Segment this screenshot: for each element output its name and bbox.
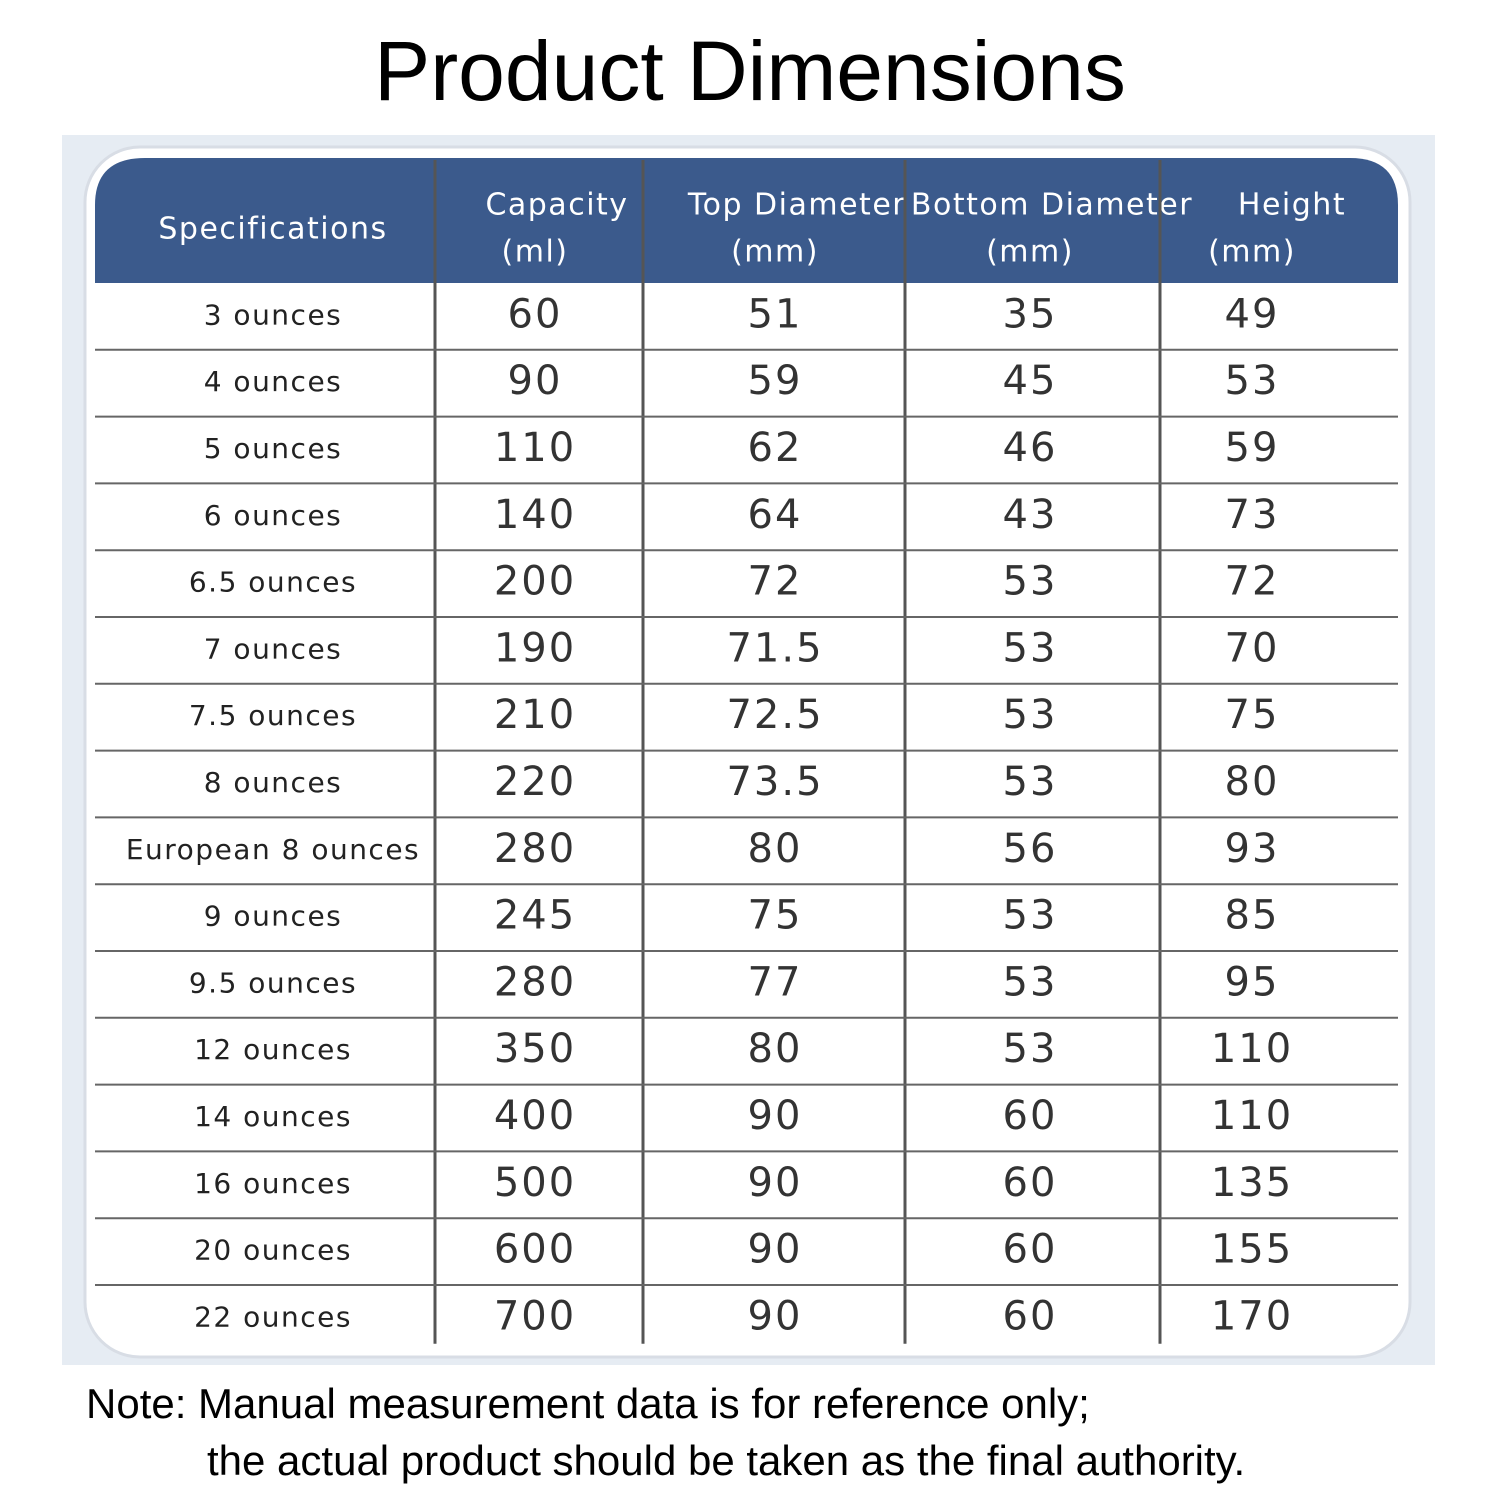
cell: 190 [494,625,576,671]
cell: 400 [494,1093,576,1139]
cell: 53 [1225,358,1280,404]
cell: 59 [1225,425,1280,471]
cell: 53 [1003,959,1058,1005]
spec-cell: 5 ounces [204,432,343,465]
cell: 170 [1211,1293,1293,1339]
spec-cell: 14 ounces [194,1100,352,1133]
cell: 210 [494,692,576,738]
cell: 60 [1003,1293,1058,1339]
spec-cell: 7 ounces [204,632,343,665]
cell: 280 [494,959,576,1005]
cell: 53 [1003,692,1058,738]
spec-cell: 4 ounces [204,365,343,398]
spec-cell: 12 ounces [194,1033,352,1066]
cell: 72.5 [726,692,823,738]
spec-cell: 22 ounces [194,1300,352,1333]
cell: 71.5 [726,625,823,671]
cell: 72 [748,559,803,605]
cell: 53 [1003,559,1058,605]
cell: 60 [1003,1093,1058,1139]
cell: 80 [1225,759,1280,805]
cell: 64 [748,492,803,538]
cell: 140 [494,492,576,538]
cell: 43 [1003,492,1058,538]
cell: 72 [1225,559,1280,605]
spec-cell: 8 ounces [204,766,343,799]
spec-cell: 16 ounces [194,1167,352,1200]
cell: 59 [748,358,803,404]
cell: 110 [1211,1026,1293,1072]
spec-cell: 6.5 ounces [189,566,357,599]
cell: 80 [748,1026,803,1072]
cell: 35 [1003,291,1058,337]
cell: 60 [508,291,563,337]
table-card [83,145,1412,1359]
cell: 45 [1003,358,1058,404]
cell: 51 [748,291,803,337]
title: Product Dimensions [374,24,1126,118]
cell: 73 [1225,492,1280,538]
cell: 90 [748,1293,803,1339]
cell: 245 [494,893,576,939]
header-cell: Top Diameter [687,188,906,223]
cell: 62 [748,425,803,471]
spec-cell: 6 ounces [204,499,343,532]
cell: 600 [494,1227,576,1273]
cell: 350 [494,1026,576,1072]
cell: 77 [748,959,803,1005]
cell: 73.5 [726,759,823,805]
cell: 220 [494,759,576,805]
spec-cell: 9.5 ounces [189,966,357,999]
cell: 80 [748,826,803,872]
cell: 60 [1003,1227,1058,1273]
cell: 70 [1225,625,1280,671]
cell: 95 [1225,959,1280,1005]
cell: 93 [1225,826,1280,872]
cell: 500 [494,1160,576,1206]
header-cell: Capacity [485,188,628,223]
spec-cell: 3 ounces [204,298,343,331]
cell: 60 [1003,1160,1058,1206]
cell: 155 [1211,1227,1293,1273]
cell: 700 [494,1293,576,1339]
table: Specifications Capacity (ml) Top Diameter (m… [95,160,1398,1344]
cell: 135 [1211,1160,1293,1206]
header-bar [95,158,1398,283]
cell: 110 [1211,1093,1293,1139]
spec-cell: 20 ounces [194,1234,352,1267]
cell: 75 [1225,692,1280,738]
header-unit: (mm) [1208,235,1296,270]
cell: 53 [1003,759,1058,805]
header-cell: Bottom Diameter [911,188,1193,223]
cell: 90 [748,1227,803,1273]
cell: 90 [748,1160,803,1206]
note-line: Note: Manual measurement data is for ref… [86,1380,1090,1427]
cell: 110 [494,425,576,471]
header-cell: Height [1238,188,1346,223]
header-cell: Specifications [158,212,387,247]
spec-cell: European 8 ounces [126,833,420,866]
cell: 75 [748,893,803,939]
cell: 56 [1003,826,1058,872]
cell: 53 [1003,625,1058,671]
cell: 49 [1225,291,1280,337]
note-line: the actual product should be taken as th… [207,1437,1245,1484]
cell: 53 [1003,893,1058,939]
header-unit: (mm) [986,235,1074,270]
cell: 53 [1003,1026,1058,1072]
cell: 90 [748,1093,803,1139]
spec-cell: 9 ounces [204,900,343,933]
cell: 90 [508,358,563,404]
header-unit: (ml) [502,235,569,270]
cell: 280 [494,826,576,872]
cell: 46 [1003,425,1058,471]
spec-cell: 7.5 ounces [189,699,357,732]
cell: 85 [1225,893,1280,939]
header-unit: (mm) [731,235,819,270]
cell: 200 [494,559,576,605]
